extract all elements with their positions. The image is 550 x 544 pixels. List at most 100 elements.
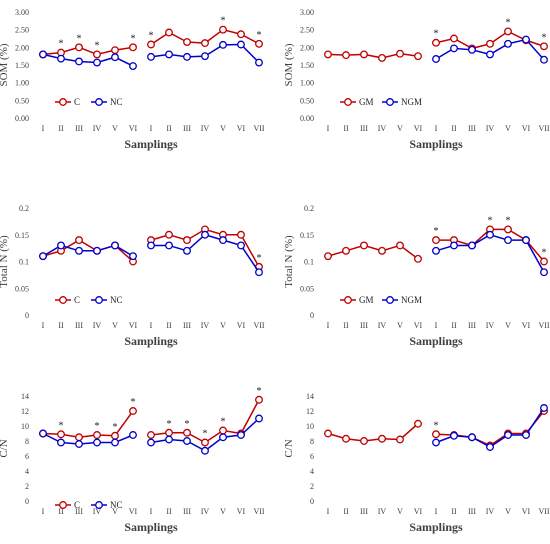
series-line-a (435, 410, 545, 447)
series-line-b (435, 407, 545, 448)
y-tick-label: 0.15 (15, 231, 29, 240)
legend-label: C (74, 295, 80, 305)
x-tick-label: II (166, 321, 172, 330)
data-point (75, 246, 83, 255)
y-tick-label: 4 (310, 467, 314, 476)
y-axis-label: C/N (283, 439, 295, 457)
data-point (432, 430, 440, 439)
significance-star: * (506, 17, 511, 28)
x-tick-label: III (468, 124, 476, 133)
data-point (111, 241, 119, 250)
y-tick-label: 8 (310, 437, 314, 446)
y-tick-label: 14 (306, 392, 314, 401)
x-tick-label: III (75, 124, 83, 133)
data-point (414, 52, 422, 61)
data-point (432, 55, 440, 63)
series-line-b (151, 233, 260, 273)
data-point (237, 40, 245, 49)
y-tick-label: 0.05 (300, 284, 314, 293)
y-tick-label: 6 (25, 452, 29, 461)
x-tick-label: VII (253, 124, 264, 133)
x-tick-label: III (183, 507, 191, 516)
y-tick-label: 0.2 (304, 204, 314, 213)
data-point (450, 241, 458, 250)
y-tick-label: 0.00 (300, 114, 314, 123)
data-point (255, 58, 263, 67)
x-tick-label: VII (538, 321, 549, 330)
x-tick-label: VI (522, 507, 531, 516)
data-point (486, 39, 494, 48)
data-point (396, 241, 404, 250)
legend-label: NC (110, 295, 123, 305)
legend-marker (95, 501, 103, 509)
data-point (324, 252, 332, 261)
x-tick-label: I (150, 124, 153, 133)
series-line-b (42, 432, 134, 445)
data-point (93, 431, 101, 439)
data-point (522, 35, 530, 44)
x-tick-label: V (397, 507, 403, 516)
x-tick-label: IV (93, 321, 102, 330)
y-tick-label: 0 (310, 497, 314, 506)
x-tick-label: II (343, 124, 349, 133)
data-point (57, 438, 65, 447)
x-tick-label: II (58, 124, 64, 133)
legend-label: NC (110, 97, 123, 107)
significance-star: * (434, 420, 439, 431)
legend-label: GM (359, 97, 374, 107)
legend-marker (344, 296, 352, 304)
data-point (219, 236, 227, 245)
data-point (129, 252, 137, 261)
x-tick-label: VI (129, 507, 138, 516)
x-tick-label: II (343, 507, 349, 516)
data-point (75, 440, 83, 448)
x-tick-label: I (150, 507, 153, 516)
data-point (57, 241, 65, 250)
x-tick-label: III (360, 124, 368, 133)
data-point (486, 443, 494, 451)
x-tick-label: III (75, 321, 83, 330)
significance-star: * (434, 29, 439, 40)
y-tick-label: 6 (310, 452, 314, 461)
data-point (504, 39, 512, 48)
legend-label: NC (110, 500, 123, 510)
data-point (93, 50, 101, 59)
data-point (75, 236, 83, 245)
data-point (504, 27, 512, 36)
x-tick-label: IV (486, 124, 495, 133)
x-tick-label: V (505, 124, 511, 133)
y-tick-label: 10 (306, 422, 314, 431)
legend-label: C (74, 500, 80, 510)
y-tick-label: 2.00 (15, 43, 29, 52)
data-point (147, 52, 155, 61)
legend-marker (344, 98, 352, 106)
x-tick-label: III (468, 507, 476, 516)
data-point (219, 40, 227, 49)
data-point (255, 39, 263, 48)
data-point (111, 438, 119, 447)
x-tick-label: V (220, 124, 226, 133)
y-tick-label: 2.50 (300, 26, 314, 35)
x-axis-label: Samplings (124, 334, 178, 348)
x-tick-label: VI (237, 321, 246, 330)
significance-star: * (542, 32, 547, 43)
x-tick-label: III (183, 321, 191, 330)
legend-marker (95, 98, 103, 106)
x-tick-label: IV (201, 321, 210, 330)
significance-star: * (59, 420, 64, 431)
significance-star: * (257, 386, 262, 397)
x-tick-label: IV (486, 321, 495, 330)
y-axis-label: C/N (0, 439, 10, 457)
y-tick-label: 1.00 (15, 79, 29, 88)
x-tick-label: V (112, 321, 118, 330)
data-point (111, 53, 119, 62)
legend-label: C (74, 97, 80, 107)
data-point (378, 434, 386, 443)
data-point (201, 230, 209, 239)
